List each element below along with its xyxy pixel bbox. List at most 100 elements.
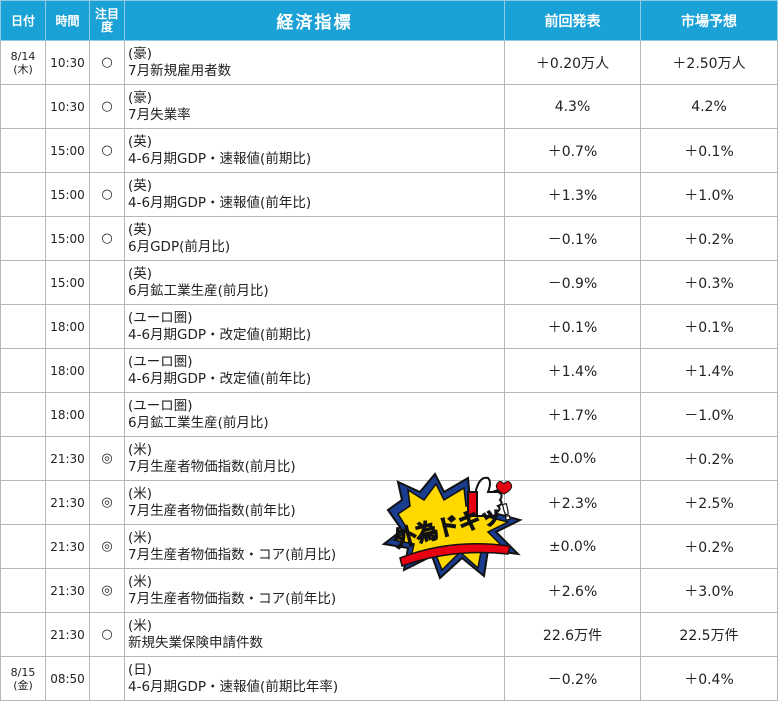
forecast-cell: ＋0.2%	[640, 216, 778, 261]
attention-cell: ○	[89, 612, 125, 657]
indicator-name: 4-6月期GDP・改定値(前年比)	[128, 370, 312, 387]
table-row: 21:30 ○ (米) 新規失業保険申請件数 22.6万件 22.5万件	[0, 612, 778, 657]
forecast-cell: ＋0.2%	[640, 436, 778, 481]
time-cell: 15:00	[45, 260, 90, 305]
date-text: 8/14	[10, 49, 36, 63]
indicator-cell: (英) 6月GDP(前月比)	[124, 216, 505, 261]
time-cell: 21:30	[45, 568, 90, 613]
table-row: 15:00 ○ (英) 4-6月期GDP・速報値(前年比) ＋1.3% ＋1.0%	[0, 172, 778, 217]
forecast-cell: ＋0.3%	[640, 260, 778, 305]
time-cell: 21:30	[45, 480, 90, 525]
attention-cell: ○	[89, 40, 125, 85]
previous-cell: 22.6万件	[504, 612, 641, 657]
indicator-region: (ユーロ圏)	[128, 397, 193, 414]
header-time: 時間	[45, 0, 90, 41]
indicator-cell: (豪) 7月失業率	[124, 84, 505, 129]
indicator-cell: (ユーロ圏) 4-6月期GDP・改定値(前期比)	[124, 304, 505, 349]
date-cell	[0, 392, 46, 437]
indicator-region: (英)	[128, 265, 153, 282]
indicator-cell: (豪) 7月新規雇用者数	[124, 40, 505, 85]
indicator-cell: (ユーロ圏) 6月鉱工業生産(前月比)	[124, 392, 505, 437]
indicator-cell: (日) 4-6月期GDP・速報値(前期比年率)	[124, 656, 505, 701]
table-row: 10:30 ○ (豪) 7月失業率 4.3% 4.2%	[0, 84, 778, 129]
date-cell	[0, 436, 46, 481]
time-cell: 10:30	[45, 40, 90, 85]
time-cell: 15:00	[45, 128, 90, 173]
forecast-cell: ＋0.1%	[640, 128, 778, 173]
forecast-cell: ＋2.5%	[640, 480, 778, 525]
header-previous: 前回発表	[504, 0, 641, 41]
time-cell: 21:30	[45, 612, 90, 657]
indicator-name: 4-6月期GDP・速報値(前年比)	[128, 194, 312, 211]
previous-cell: －0.2%	[504, 656, 641, 701]
attention-cell: ○	[89, 172, 125, 217]
previous-cell: ±0.0%	[504, 436, 641, 481]
indicator-region: (英)	[128, 177, 153, 194]
forecast-cell: ＋0.1%	[640, 304, 778, 349]
forecast-cell: ＋0.2%	[640, 524, 778, 569]
time-cell: 21:30	[45, 436, 90, 481]
indicator-cell: (英) 4-6月期GDP・速報値(前期比)	[124, 128, 505, 173]
forecast-cell: 22.5万件	[640, 612, 778, 657]
forecast-cell: ＋1.0%	[640, 172, 778, 217]
previous-cell: ＋0.7%	[504, 128, 641, 173]
table-row: 18:00 (ユーロ圏) 4-6月期GDP・改定値(前年比) ＋1.4% ＋1.4%	[0, 348, 778, 393]
table-row: 8/14 (木) 10:30 ○ (豪) 7月新規雇用者数 ＋0.20万人 ＋2.50万人	[0, 40, 778, 85]
attention-cell	[89, 260, 125, 305]
attention-cell: ◎	[89, 568, 125, 613]
header-date: 日付	[0, 0, 46, 41]
date-cell	[0, 612, 46, 657]
time-cell: 18:00	[45, 304, 90, 349]
time-cell: 21:30	[45, 524, 90, 569]
header-attention-line2: 度	[100, 19, 113, 34]
date-cell	[0, 348, 46, 393]
indicator-region: (米)	[128, 441, 153, 458]
indicator-region: (英)	[128, 133, 153, 150]
indicator-cell: (英) 4-6月期GDP・速報値(前年比)	[124, 172, 505, 217]
date-cell	[0, 480, 46, 525]
indicator-name: 7月失業率	[128, 106, 191, 123]
indicator-region: (米)	[128, 617, 153, 634]
time-cell: 15:00	[45, 216, 90, 261]
attention-cell: ○	[89, 84, 125, 129]
indicator-name: 7月新規雇用者数	[128, 62, 232, 79]
day-text: (木)	[13, 62, 33, 76]
attention-cell: ◎	[89, 480, 125, 525]
previous-cell: ＋0.1%	[504, 304, 641, 349]
table-row: 18:00 (ユーロ圏) 4-6月期GDP・改定値(前期比) ＋0.1% ＋0.1%	[0, 304, 778, 349]
day-text: (金)	[13, 678, 33, 692]
date-cell	[0, 84, 46, 129]
table-row: 15:00 ○ (英) 4-6月期GDP・速報値(前期比) ＋0.7% ＋0.1%	[0, 128, 778, 173]
date-cell	[0, 260, 46, 305]
indicator-region: (ユーロ圏)	[128, 309, 193, 326]
indicator-region: (豪)	[128, 89, 153, 106]
table-row: 8/15 (金) 08:50 (日) 4-6月期GDP・速報値(前期比年率) －0.2% ＋…	[0, 656, 778, 701]
date-cell	[0, 128, 46, 173]
date-cell	[0, 568, 46, 613]
attention-cell	[89, 348, 125, 393]
previous-cell: ＋1.3%	[504, 172, 641, 217]
table-row: 15:00 (英) 6月鉱工業生産(前月比) －0.9% ＋0.3%	[0, 260, 778, 305]
previous-cell: ＋0.20万人	[504, 40, 641, 85]
indicator-cell: (ユーロ圏) 4-6月期GDP・改定値(前年比)	[124, 348, 505, 393]
date-cell	[0, 304, 46, 349]
indicator-name: 新規失業保険申請件数	[128, 634, 263, 651]
indicator-cell: (英) 6月鉱工業生産(前月比)	[124, 260, 505, 305]
previous-cell: ±0.0%	[504, 524, 641, 569]
header-indicator: 経済指標	[124, 0, 505, 41]
time-cell: 10:30	[45, 84, 90, 129]
indicator-name: 7月生産者物価指数(前月比)	[128, 458, 296, 475]
forecast-cell: ＋0.4%	[640, 656, 778, 701]
indicator-region: (ユーロ圏)	[128, 353, 193, 370]
attention-cell	[89, 304, 125, 349]
indicator-region: (豪)	[128, 45, 153, 62]
forecast-cell: ＋1.4%	[640, 348, 778, 393]
table-row: 21:30 ◎ (米) 7月生産者物価指数(前月比) ±0.0% ＋0.2%	[0, 436, 778, 481]
indicator-name: 4-6月期GDP・速報値(前期比)	[128, 150, 312, 167]
header-forecast: 市場予想	[640, 0, 778, 41]
date-text: 8/15	[10, 665, 36, 679]
date-cell: 8/15 (金)	[0, 656, 46, 701]
indicator-name: 7月生産者物価指数・コア(前年比)	[128, 590, 337, 607]
indicator-cell: (米) 7月生産者物価指数(前月比)	[124, 436, 505, 481]
